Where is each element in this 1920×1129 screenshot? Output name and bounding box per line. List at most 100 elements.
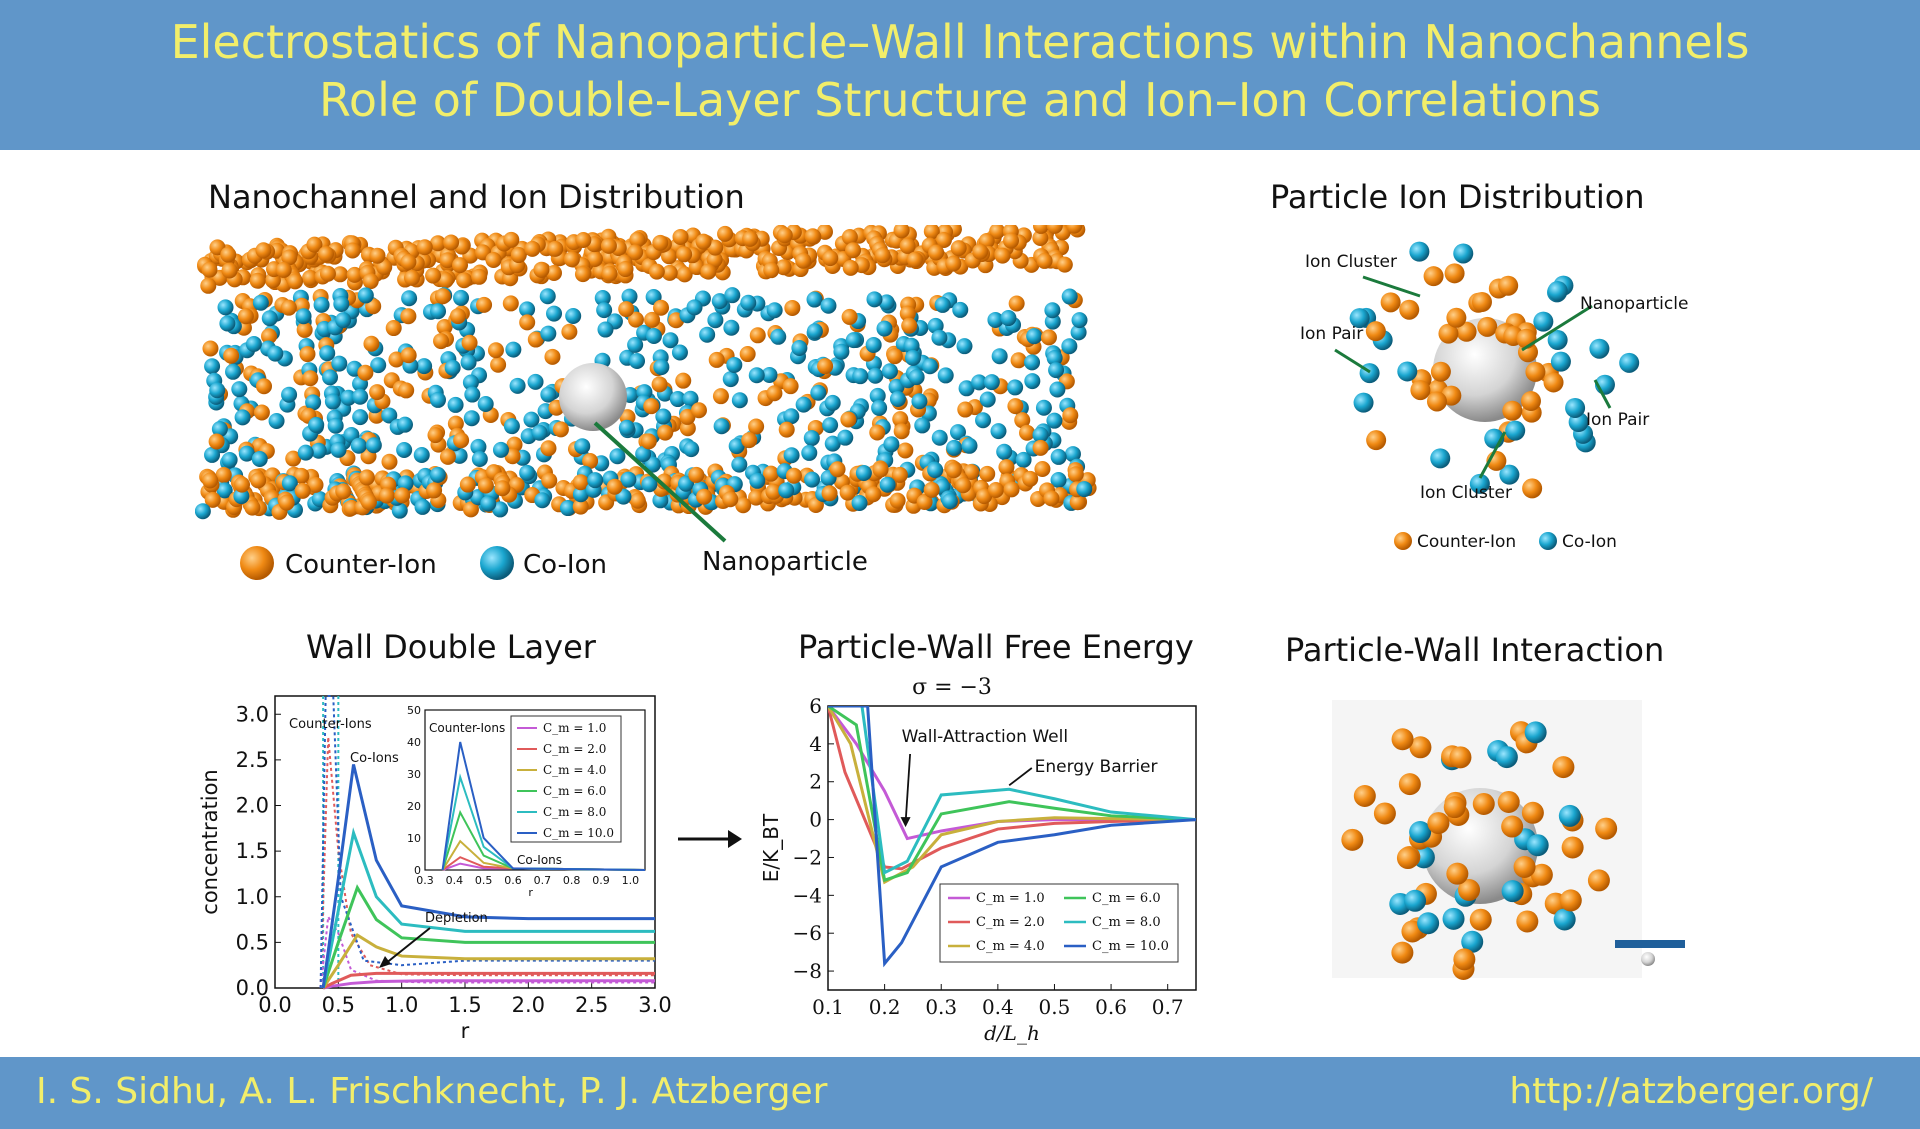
counter-ion <box>204 491 221 508</box>
counter-ion <box>487 342 504 359</box>
free-energy-title: Particle-Wall Free Energy <box>798 628 1194 666</box>
co-ion <box>268 412 285 429</box>
counter-ion <box>586 250 603 267</box>
co-ion <box>1453 243 1474 264</box>
co-ion <box>267 345 284 362</box>
counter-ion <box>1587 869 1610 892</box>
ion-cluster-pointer-top <box>1362 275 1421 298</box>
counter-ion <box>1501 815 1524 838</box>
counter-ion <box>1066 225 1083 234</box>
counter-ion <box>459 476 476 493</box>
co-ion <box>686 299 703 316</box>
co-ion <box>221 451 238 468</box>
legend-box <box>939 883 1179 963</box>
legend-entry: C_m = 6.0 <box>1092 891 1161 906</box>
counter-ion <box>250 472 267 489</box>
inset-legend-entry: C_m = 4.0 <box>543 763 606 777</box>
co-ion <box>724 287 741 304</box>
counter-ion <box>765 483 782 500</box>
counter-ion <box>547 240 564 257</box>
x-tick-label: 0.4 <box>982 995 1014 1019</box>
counter-ion <box>362 273 379 290</box>
counter-ion <box>1444 263 1465 284</box>
co-ion <box>1461 930 1484 953</box>
y-tick-label: 2.0 <box>236 794 269 818</box>
co-ion <box>352 388 369 405</box>
co-ion <box>1397 361 1418 382</box>
series-line <box>828 706 1196 871</box>
counter-ion <box>201 261 218 278</box>
co-ion <box>559 500 576 517</box>
co-ion <box>462 374 479 391</box>
counter-ion <box>244 499 261 516</box>
co-ion <box>327 417 344 434</box>
depletion-arrowhead <box>379 956 391 968</box>
co-ion <box>740 294 757 311</box>
counter-ion <box>449 308 466 325</box>
co-ion <box>523 411 540 428</box>
counter-ion <box>652 234 669 251</box>
counter-ion <box>648 263 665 280</box>
co-ion <box>726 356 743 373</box>
co-ion <box>519 301 536 318</box>
co-ion-legend-icon <box>480 546 514 580</box>
co-ion <box>946 439 963 456</box>
inset-y-tick-label: 20 <box>407 800 421 813</box>
counter-ion <box>923 225 940 240</box>
co-ion <box>1547 330 1568 351</box>
legend-entry: C_m = 2.0 <box>976 915 1045 930</box>
co-ion <box>470 438 487 455</box>
co-ion <box>505 341 522 358</box>
counter-ion <box>1034 461 1051 478</box>
counter-ion <box>545 264 562 281</box>
co-ion <box>952 301 969 318</box>
co-ion <box>851 494 868 511</box>
co-ion <box>216 482 233 499</box>
series-line <box>828 706 1196 885</box>
counter-ion <box>540 440 557 457</box>
co-ion <box>644 456 661 473</box>
co-ion <box>1550 351 1571 372</box>
counter-ion-legend-icon-small <box>1394 532 1412 550</box>
co-ion <box>731 392 748 409</box>
co-ion <box>824 394 841 411</box>
co-ion <box>1024 354 1041 371</box>
co-ion <box>629 353 646 370</box>
co-ion <box>669 391 686 408</box>
counter-ion <box>676 266 693 283</box>
co-ion <box>911 393 928 410</box>
counter-ion <box>471 268 488 285</box>
counter-ion <box>1471 291 1492 312</box>
co-ion <box>866 291 883 308</box>
website-link[interactable]: http://atzberger.org/ <box>1509 1071 1873 1112</box>
counter-ion <box>712 388 729 405</box>
co-ion <box>682 390 699 407</box>
x-axis-label: d/L_h <box>984 1021 1040 1045</box>
co-ion <box>904 349 921 366</box>
co-ion <box>1024 373 1041 390</box>
annotation-depletion: Depletion <box>425 911 488 926</box>
y-tick-label: 1.5 <box>236 839 269 863</box>
counter-ion <box>369 384 386 401</box>
co-ion <box>1026 328 1043 345</box>
counter-ion <box>1010 352 1027 369</box>
co-ion <box>1048 362 1065 379</box>
well-arrow <box>904 753 911 824</box>
counter-ion <box>708 351 725 368</box>
co-ion <box>416 358 433 375</box>
co-ion <box>883 436 900 453</box>
counter-ion <box>893 225 910 239</box>
co-ion <box>723 319 740 336</box>
counter-ion <box>360 494 377 511</box>
counter-ion <box>785 467 802 484</box>
co-ion <box>281 386 298 403</box>
co-ion <box>711 293 728 310</box>
barrier-arrow <box>1008 767 1033 787</box>
mini-particle-icon <box>1641 952 1655 966</box>
co-ion <box>618 419 635 436</box>
counter-ion <box>256 378 273 395</box>
counter-ion <box>302 370 319 387</box>
counter-ion <box>994 247 1011 264</box>
counter-ion <box>945 255 962 272</box>
nanochannel-illustration: Counter-Ion Co-Ion Nanoparticle <box>195 225 1097 580</box>
